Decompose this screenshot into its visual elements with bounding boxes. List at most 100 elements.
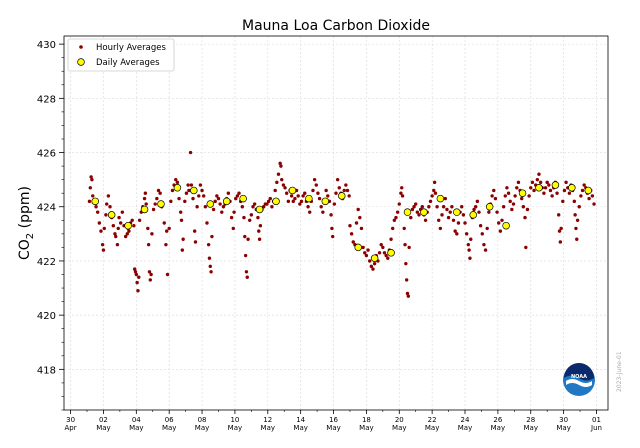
- hourly-point: [456, 221, 461, 225]
- hourly-point: [575, 218, 580, 222]
- hourly-point: [192, 229, 197, 233]
- hourly-point: [186, 183, 190, 187]
- hourly-point: [423, 218, 428, 222]
- daily-point: [502, 221, 510, 230]
- hourly-point: [286, 199, 291, 204]
- hourly-point: [575, 237, 579, 241]
- x-tick-label-day: 28: [526, 416, 535, 424]
- hourly-point: [590, 194, 595, 198]
- x-tick-label-day: 12: [263, 416, 272, 424]
- hourly-point: [510, 207, 514, 212]
- daily-point: [420, 208, 428, 216]
- hourly-point: [273, 188, 277, 193]
- hourly-point: [391, 226, 395, 231]
- hourly-point: [116, 226, 120, 231]
- hourly-point: [562, 188, 567, 193]
- hourly-point: [382, 251, 387, 255]
- x-tick-label-month: May: [326, 424, 340, 432]
- hourly-point: [243, 234, 247, 239]
- hourly-point: [235, 194, 240, 198]
- hourly-point: [550, 194, 554, 198]
- hourly-point: [94, 205, 98, 209]
- hourly-point: [135, 280, 139, 285]
- hourly-point: [240, 205, 245, 209]
- hourly-point: [532, 188, 536, 193]
- hourly-point: [331, 234, 335, 239]
- hourly-point: [490, 194, 494, 198]
- hourly-point: [548, 188, 553, 193]
- x-tick-label-month: May: [524, 424, 538, 432]
- daily-point: [403, 208, 412, 216]
- hourly-point: [216, 196, 221, 201]
- hourly-point: [175, 180, 180, 185]
- hourly-point: [572, 199, 577, 204]
- hourly-point: [268, 196, 272, 201]
- hourly-point: [386, 256, 390, 260]
- hourly-point: [326, 194, 330, 198]
- plot-area: [63, 35, 609, 411]
- hourly-point: [432, 188, 436, 193]
- hourly-point: [446, 215, 451, 220]
- daily-averages-series: [91, 181, 593, 262]
- hourly-point: [191, 196, 195, 201]
- y-tick-label: 420: [37, 311, 56, 322]
- hourly-point: [207, 256, 212, 260]
- x-tick-label-day: 06: [165, 416, 174, 424]
- hourly-point: [87, 199, 92, 204]
- hourly-point: [592, 202, 596, 206]
- daily-point: [190, 186, 198, 195]
- hourly-point: [244, 270, 249, 274]
- x-tick-label-month: May: [458, 424, 472, 432]
- hourly-point: [428, 199, 433, 204]
- x-tick-label-month: May: [129, 424, 143, 432]
- hourly-point: [133, 270, 138, 274]
- hourly-point: [556, 213, 561, 217]
- hourly-point: [205, 221, 209, 225]
- hourly-point: [344, 183, 348, 187]
- hourly-point: [299, 199, 304, 204]
- daily-point: [535, 184, 543, 192]
- hourly-point: [460, 205, 464, 209]
- x-tick-label-month: May: [491, 424, 505, 432]
- daily-point: [469, 211, 477, 219]
- hourly-point: [468, 256, 472, 260]
- hourly-point: [427, 205, 431, 209]
- hourly-point: [142, 196, 147, 201]
- hourly-point: [492, 188, 496, 193]
- x-tick-label-day: 24: [461, 416, 470, 424]
- hourly-point: [478, 224, 483, 228]
- hourly-point: [363, 251, 367, 255]
- hourly-point: [587, 196, 591, 201]
- hourly-point: [101, 248, 106, 252]
- hourly-point: [366, 248, 370, 252]
- daily-point: [255, 205, 264, 214]
- hourly-point: [130, 218, 134, 222]
- daily-point: [584, 186, 593, 195]
- hourly-point: [120, 210, 125, 214]
- hourly-point: [156, 188, 161, 193]
- hourly-point: [232, 210, 236, 214]
- hourly-point: [153, 202, 157, 206]
- hourly-point: [461, 213, 466, 217]
- chart-title: Mauna Loa Carbon Dioxide: [242, 18, 430, 34]
- hourly-point: [332, 202, 337, 206]
- hourly-point: [170, 188, 175, 193]
- hourly-point: [134, 272, 139, 277]
- hourly-point: [537, 172, 541, 176]
- hourly-point: [402, 226, 406, 231]
- hourly-point: [155, 196, 159, 201]
- hourly-point: [125, 232, 129, 236]
- hourly-point: [151, 207, 156, 212]
- hourly-point: [404, 261, 408, 266]
- hourly-point: [450, 205, 454, 209]
- daily-point: [370, 254, 379, 262]
- hourly-point: [395, 210, 400, 214]
- hourly-point: [361, 245, 365, 250]
- hourly-point: [394, 215, 398, 220]
- y-axis: 418 420 422 424 426 428 430: [37, 40, 64, 411]
- hourly-point: [279, 164, 283, 168]
- hourly-point: [184, 191, 189, 195]
- hourly-point: [455, 232, 459, 236]
- hourly-point: [132, 224, 136, 228]
- hourly-point: [349, 232, 354, 236]
